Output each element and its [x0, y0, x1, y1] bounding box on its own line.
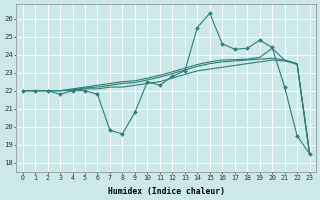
X-axis label: Humidex (Indice chaleur): Humidex (Indice chaleur): [108, 187, 225, 196]
